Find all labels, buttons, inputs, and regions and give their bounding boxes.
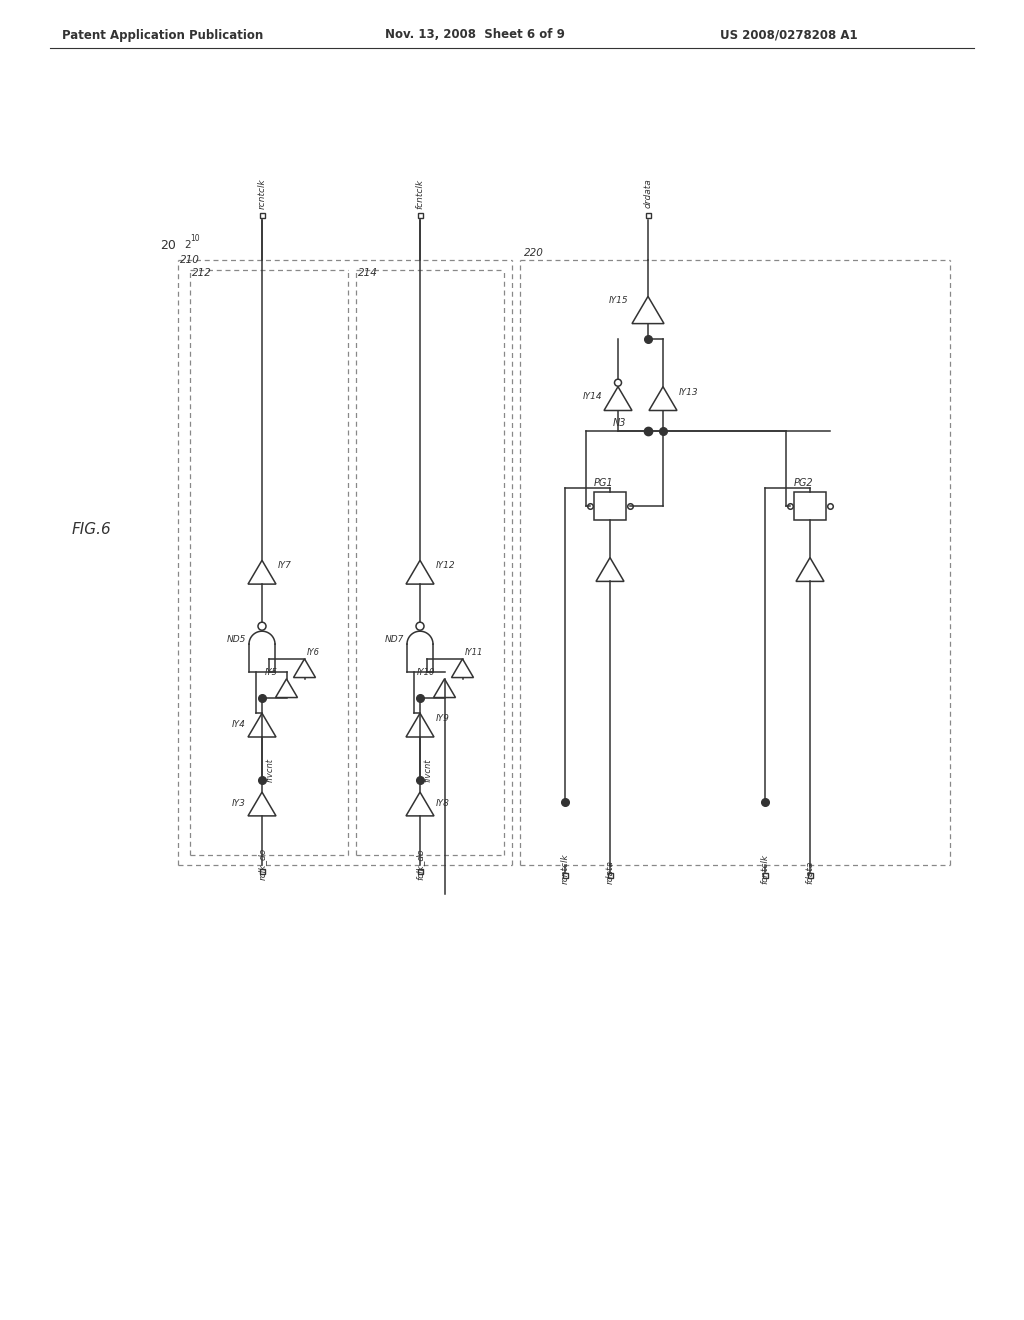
Text: 2: 2 — [184, 240, 190, 249]
Text: fivcnt: fivcnt — [424, 759, 432, 781]
Text: ND5: ND5 — [227, 635, 247, 644]
Bar — [259, 213, 264, 218]
Bar — [607, 873, 612, 878]
Text: N3: N3 — [613, 417, 627, 428]
Bar — [594, 491, 626, 520]
Text: IY8: IY8 — [436, 799, 450, 808]
Text: 220: 220 — [524, 248, 544, 257]
Text: 10: 10 — [190, 234, 200, 243]
Text: Nov. 13, 2008  Sheet 6 of 9: Nov. 13, 2008 Sheet 6 of 9 — [385, 29, 565, 41]
Text: IY10: IY10 — [417, 668, 435, 677]
Text: rcntclk: rcntclk — [257, 178, 266, 209]
Text: rcntclk: rcntclk — [560, 853, 569, 884]
Text: IY15: IY15 — [608, 296, 628, 305]
Bar — [763, 873, 768, 878]
Text: drdata: drdata — [643, 178, 652, 209]
Text: 214: 214 — [358, 268, 378, 279]
Text: IY6: IY6 — [306, 648, 319, 657]
Text: fclk_do: fclk_do — [416, 849, 425, 880]
Text: IY5: IY5 — [264, 668, 278, 677]
Text: IY12: IY12 — [436, 561, 456, 570]
Text: PG1: PG1 — [594, 478, 613, 487]
Text: IY9: IY9 — [436, 714, 450, 723]
Text: IY11: IY11 — [465, 648, 483, 657]
Text: rivcnt: rivcnt — [265, 758, 274, 781]
Text: IY14: IY14 — [583, 392, 602, 400]
Text: 20: 20 — [160, 239, 176, 252]
Text: ND7: ND7 — [385, 635, 404, 644]
Text: IY3: IY3 — [232, 799, 246, 808]
Bar — [808, 873, 812, 878]
Bar — [645, 213, 650, 218]
Text: fdata: fdata — [806, 861, 814, 884]
Text: US 2008/0278208 A1: US 2008/0278208 A1 — [720, 29, 858, 41]
Text: rdata: rdata — [605, 861, 614, 884]
Text: IY13: IY13 — [679, 388, 698, 396]
Text: fcntclk: fcntclk — [416, 180, 425, 209]
Bar — [794, 491, 826, 520]
Text: 212: 212 — [193, 268, 212, 279]
Text: 210: 210 — [180, 255, 200, 265]
Bar — [418, 869, 423, 874]
Text: FIG.6: FIG.6 — [72, 523, 112, 537]
Text: IY7: IY7 — [278, 561, 292, 570]
Text: rclk_do: rclk_do — [257, 847, 266, 880]
Bar — [418, 213, 423, 218]
Text: Patent Application Publication: Patent Application Publication — [62, 29, 263, 41]
Bar — [259, 869, 264, 874]
Text: IY4: IY4 — [232, 721, 246, 729]
Text: PG2: PG2 — [794, 478, 814, 487]
Text: fcntclk: fcntclk — [761, 854, 769, 884]
Bar — [562, 873, 567, 878]
